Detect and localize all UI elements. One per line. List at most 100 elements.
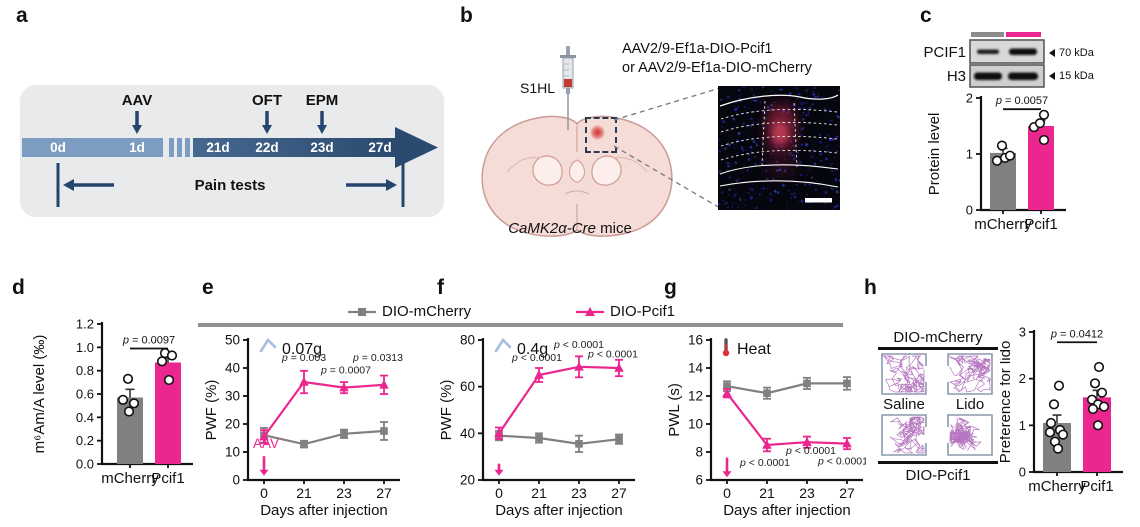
fluorescence-micrograph xyxy=(718,86,840,210)
svg-text:p = 0.0412: p = 0.0412 xyxy=(1050,328,1103,340)
svg-text:10: 10 xyxy=(225,445,240,460)
track-plot-pcif1-lido xyxy=(947,414,993,456)
svg-text:p = 0.003: p = 0.003 xyxy=(281,352,326,364)
svg-text:0.6: 0.6 xyxy=(76,387,94,402)
svg-text:Pcif1: Pcif1 xyxy=(151,470,184,487)
timeline-panel: 0d 1d 21d 22d 23d 27d AAV OFT EPM Pain tests xyxy=(20,85,444,217)
svg-text:21: 21 xyxy=(296,485,312,501)
svg-text:8: 8 xyxy=(695,445,703,460)
svg-text:OFT: OFT xyxy=(252,92,282,109)
svg-text:mCherry: mCherry xyxy=(101,470,159,487)
mouse-line-italic: CaMK2α-Cre xyxy=(508,220,596,237)
panel-f-label: f xyxy=(437,276,444,299)
mouse-line-rest: mice xyxy=(595,220,632,237)
syringe-icon xyxy=(560,46,576,130)
group-bottom-label: DIO-Pcif1 xyxy=(905,467,971,484)
svg-text:Days after injection: Days after injection xyxy=(260,502,388,519)
group-top-line xyxy=(878,347,998,350)
blot-protein-pcif1: PCIF1 xyxy=(923,44,966,61)
svg-text:6: 6 xyxy=(695,473,703,488)
svg-text:40: 40 xyxy=(460,426,475,441)
svg-text:0: 0 xyxy=(966,203,973,218)
svg-text:27d: 27d xyxy=(368,140,391,155)
svg-text:Days after injection: Days after injection xyxy=(495,502,623,519)
lane-bar-mcherry xyxy=(971,32,1004,37)
svg-text:Preference for lido: Preference for lido xyxy=(1000,341,1014,464)
svg-text:12: 12 xyxy=(688,389,703,404)
band-arrow-icon xyxy=(1049,49,1055,57)
timeline-diagram: 0d 1d 21d 22d 23d 27d AAV OFT EPM Pain tests xyxy=(22,92,438,207)
legend-marker-square xyxy=(348,307,376,316)
svg-text:23d: 23d xyxy=(310,140,333,155)
injection-zoom-box xyxy=(585,117,617,153)
svg-text:PWF (%): PWF (%) xyxy=(438,380,455,441)
svg-text:0: 0 xyxy=(232,473,240,488)
svg-text:1d: 1d xyxy=(129,140,145,155)
svg-text:0.4: 0.4 xyxy=(76,410,94,425)
svg-text:3: 3 xyxy=(1019,325,1026,340)
svg-text:23: 23 xyxy=(571,485,587,501)
m6am-level-bar-chart: 0.0 0.2 0.4 0.6 0.8 1.0 1.2 m⁶Am/A level (‰) mCh… xyxy=(31,317,193,487)
panel-a-label: a xyxy=(16,4,28,27)
kda-15-text: 15 kDa xyxy=(1059,70,1094,82)
brain-coronal-illustration xyxy=(481,115,673,237)
legend-dio-pcif1: DIO-Pcif1 xyxy=(576,303,675,320)
legend-divider-line xyxy=(198,323,843,327)
kda-15: 15 kDa xyxy=(1049,70,1094,82)
svg-text:10: 10 xyxy=(688,417,703,432)
svg-text:20: 20 xyxy=(225,417,240,432)
svg-text:50: 50 xyxy=(225,333,240,348)
zoom-connector-lines xyxy=(613,87,721,209)
track-plot-mcherry-saline xyxy=(881,353,927,395)
svg-text:0: 0 xyxy=(260,485,268,501)
legend-label-dio-mcherry: DIO-mCherry xyxy=(382,303,472,320)
svg-text:1: 1 xyxy=(966,147,973,162)
svg-text:21: 21 xyxy=(531,485,547,501)
svg-text:p < 0.0001: p < 0.0001 xyxy=(817,456,866,468)
svg-text:27: 27 xyxy=(376,485,392,501)
panel-b-label: b xyxy=(460,4,473,27)
svg-text:27: 27 xyxy=(839,485,855,501)
svg-text:0: 0 xyxy=(723,485,731,501)
track-plot-pcif1-saline xyxy=(881,414,927,456)
virus-construct-label: AAV2/9-Ef1a-DIO-Pcif1 or AAV2/9-Ef1a-DIO… xyxy=(622,40,812,78)
svg-text:Pcif1: Pcif1 xyxy=(1024,216,1057,233)
cond-lido-label: Lido xyxy=(955,396,985,413)
svg-text:1.0: 1.0 xyxy=(76,340,94,355)
svg-text:14: 14 xyxy=(688,361,704,376)
band-arrow-icon xyxy=(1049,72,1055,80)
svg-text:0.2: 0.2 xyxy=(76,433,94,448)
svg-text:0.07g: 0.07g xyxy=(282,341,322,358)
panel-g-label: g xyxy=(664,276,677,299)
svg-text:p = 0.0007: p = 0.0007 xyxy=(320,365,371,377)
svg-text:Days after injection: Days after injection xyxy=(723,502,851,519)
svg-text:21: 21 xyxy=(759,485,775,501)
svg-text:p < 0.0001: p < 0.0001 xyxy=(553,339,604,351)
svg-text:23: 23 xyxy=(799,485,815,501)
group-top-label: DIO-mCherry xyxy=(893,329,983,346)
svg-text:AAV: AAV xyxy=(253,436,279,451)
cond-saline-label: Saline xyxy=(883,396,925,413)
svg-text:1.2: 1.2 xyxy=(76,317,94,332)
legend-dio-mcherry: DIO-mCherry xyxy=(348,303,471,320)
legend-marker-triangle xyxy=(576,306,604,316)
svg-text:p < 0.0001: p < 0.0001 xyxy=(587,349,638,361)
svg-text:p < 0.0001: p < 0.0001 xyxy=(739,457,790,469)
svg-text:2: 2 xyxy=(966,91,973,106)
svg-text:23: 23 xyxy=(336,485,352,501)
kda-70-text: 70 kDa xyxy=(1059,47,1094,59)
svg-text:mCherry: mCherry xyxy=(974,216,1032,233)
svg-text:Pcif1: Pcif1 xyxy=(1080,478,1113,495)
svg-text:27: 27 xyxy=(611,485,627,501)
mouse-line-caption: CaMK2α-Cre mice xyxy=(488,220,652,237)
svg-text:p = 0.0057: p = 0.0057 xyxy=(995,95,1048,107)
panel-e-label: e xyxy=(202,276,214,299)
kda-70: 70 kDa xyxy=(1049,47,1094,59)
svg-text:Protein level: Protein level xyxy=(926,113,943,196)
svg-text:Pain tests: Pain tests xyxy=(195,177,266,194)
